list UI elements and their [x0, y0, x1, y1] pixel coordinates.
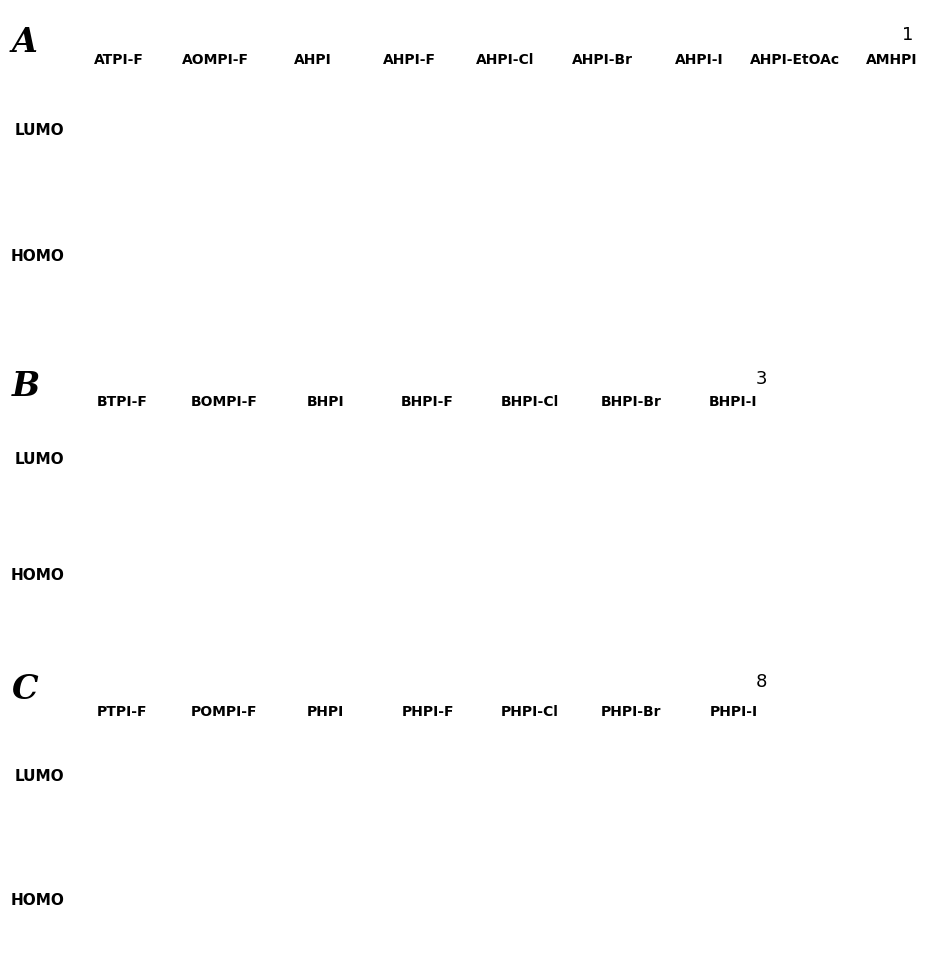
- Text: LUMO: LUMO: [14, 452, 64, 468]
- Text: PHPI-I: PHPI-I: [709, 705, 757, 718]
- Text: BHPI-Cl: BHPI-Cl: [500, 395, 558, 408]
- Text: ATPI-F: ATPI-F: [94, 53, 144, 67]
- Text: AOMPI-F: AOMPI-F: [182, 53, 249, 67]
- Text: LUMO: LUMO: [14, 769, 64, 784]
- Text: AMHPI: AMHPI: [866, 53, 917, 67]
- Text: PHPI: PHPI: [307, 705, 344, 718]
- Text: PHPI-Br: PHPI-Br: [600, 705, 661, 718]
- Text: AHPI: AHPI: [294, 53, 331, 67]
- Text: AHPI-I: AHPI-I: [674, 53, 722, 67]
- Text: PHPI-F: PHPI-F: [401, 705, 453, 718]
- Text: PHPI-Cl: PHPI-Cl: [500, 705, 558, 718]
- Text: BHPI: BHPI: [307, 395, 345, 408]
- Text: AHPI-Br: AHPI-Br: [571, 53, 632, 67]
- Text: B: B: [11, 370, 40, 403]
- Text: POMPI-F: POMPI-F: [191, 705, 257, 718]
- Text: BTPI-F: BTPI-F: [96, 395, 147, 408]
- Text: 3: 3: [755, 370, 767, 388]
- Text: A: A: [11, 26, 37, 59]
- Text: HOMO: HOMO: [10, 568, 64, 584]
- Text: HOMO: HOMO: [10, 892, 64, 908]
- Text: 8: 8: [755, 673, 767, 691]
- Text: BHPI-I: BHPI-I: [708, 395, 757, 408]
- Text: HOMO: HOMO: [10, 249, 64, 264]
- Text: BHPI-Br: BHPI-Br: [600, 395, 661, 408]
- Text: AHPI-F: AHPI-F: [382, 53, 435, 67]
- Text: C: C: [11, 673, 38, 706]
- Text: 1: 1: [902, 26, 913, 45]
- Text: BOMPI-F: BOMPI-F: [190, 395, 257, 408]
- Text: LUMO: LUMO: [14, 123, 64, 138]
- Text: BHPI-F: BHPI-F: [401, 395, 453, 408]
- Text: AHPI-Cl: AHPI-Cl: [476, 53, 534, 67]
- Text: PTPI-F: PTPI-F: [96, 705, 147, 718]
- Text: AHPI-EtOAc: AHPI-EtOAc: [750, 53, 839, 67]
